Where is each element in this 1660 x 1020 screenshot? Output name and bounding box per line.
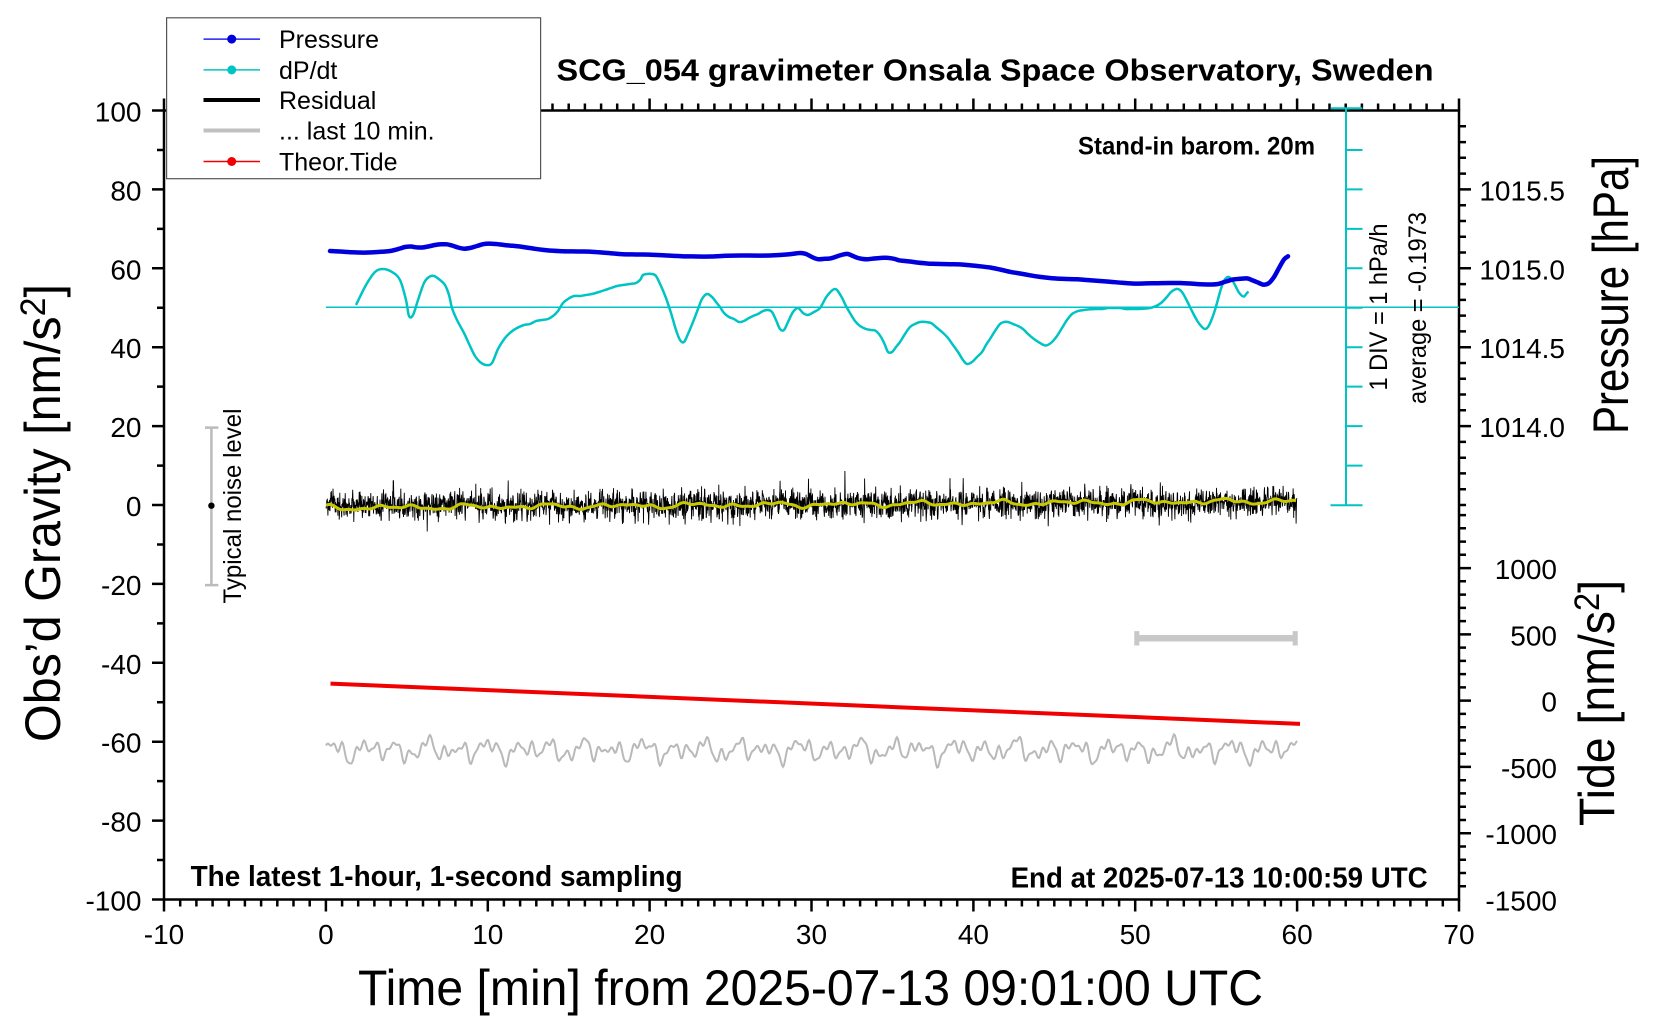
svg-text:dP/dt: dP/dt — [279, 57, 337, 85]
svg-text:End at 2025-07-13 10:00:59 UTC: End at 2025-07-13 10:00:59 UTC — [1011, 863, 1428, 895]
svg-text:Pressure [hPa]: Pressure [hPa] — [1583, 156, 1639, 434]
svg-text:-100: -100 — [85, 886, 141, 917]
svg-text:100: 100 — [95, 97, 142, 128]
svg-text:50: 50 — [1120, 919, 1151, 950]
svg-text:-1500: -1500 — [1485, 886, 1557, 917]
svg-text:Tide [nm/s2]: Tide [nm/s2] — [1568, 580, 1625, 826]
svg-text:1000: 1000 — [1495, 554, 1557, 585]
svg-text:The latest 1-hour, 1-second sa: The latest 1-hour, 1-second sampling — [191, 861, 683, 893]
svg-text:average = -0.1973: average = -0.1973 — [1404, 212, 1432, 404]
svg-text:1014.0: 1014.0 — [1479, 412, 1565, 443]
svg-text:Stand-in barom. 20m: Stand-in barom. 20m — [1078, 133, 1315, 161]
svg-text:40: 40 — [958, 919, 989, 950]
svg-text:0: 0 — [126, 491, 142, 522]
svg-text:1014.5: 1014.5 — [1479, 333, 1565, 364]
svg-text:Time [min] from 2025-07-13 09:: Time [min] from 2025-07-13 09:01:00 UTC — [358, 960, 1263, 1016]
svg-text:20: 20 — [110, 412, 141, 443]
svg-text:60: 60 — [110, 254, 141, 285]
svg-text:Residual: Residual — [279, 87, 376, 115]
svg-text:20: 20 — [634, 919, 665, 950]
svg-text:Obs’d Gravity [nm/s2]: Obs’d Gravity [nm/s2] — [14, 284, 71, 742]
svg-text:30: 30 — [796, 919, 827, 950]
svg-text:10: 10 — [472, 919, 503, 950]
svg-text:-500: -500 — [1501, 753, 1557, 784]
svg-text:1015.5: 1015.5 — [1479, 175, 1565, 206]
svg-text:Theor.Tide: Theor.Tide — [279, 149, 398, 177]
svg-text:1 DIV = 1 hPa/h: 1 DIV = 1 hPa/h — [1365, 224, 1393, 391]
svg-text:-1000: -1000 — [1485, 819, 1557, 850]
svg-text:-20: -20 — [101, 570, 141, 601]
svg-text:... last 10 min.: ... last 10 min. — [279, 118, 435, 146]
svg-text:80: 80 — [110, 175, 141, 206]
svg-text:70: 70 — [1443, 919, 1474, 950]
svg-text:1015.0: 1015.0 — [1479, 254, 1565, 285]
svg-text:-60: -60 — [101, 728, 141, 759]
svg-text:Pressure: Pressure — [279, 26, 379, 54]
svg-text:500: 500 — [1510, 620, 1557, 651]
svg-text:0: 0 — [318, 919, 334, 950]
svg-text:-80: -80 — [101, 807, 141, 838]
svg-text:-40: -40 — [101, 649, 141, 680]
svg-text:60: 60 — [1282, 919, 1313, 950]
svg-text:-10: -10 — [144, 919, 184, 950]
svg-text:SCG_054 gravimeter Onsala Spac: SCG_054 gravimeter Onsala Space Observat… — [557, 52, 1434, 87]
svg-text:Typical noise level: Typical noise level — [219, 409, 247, 604]
svg-text:40: 40 — [110, 333, 141, 364]
svg-text:0: 0 — [1541, 687, 1557, 718]
